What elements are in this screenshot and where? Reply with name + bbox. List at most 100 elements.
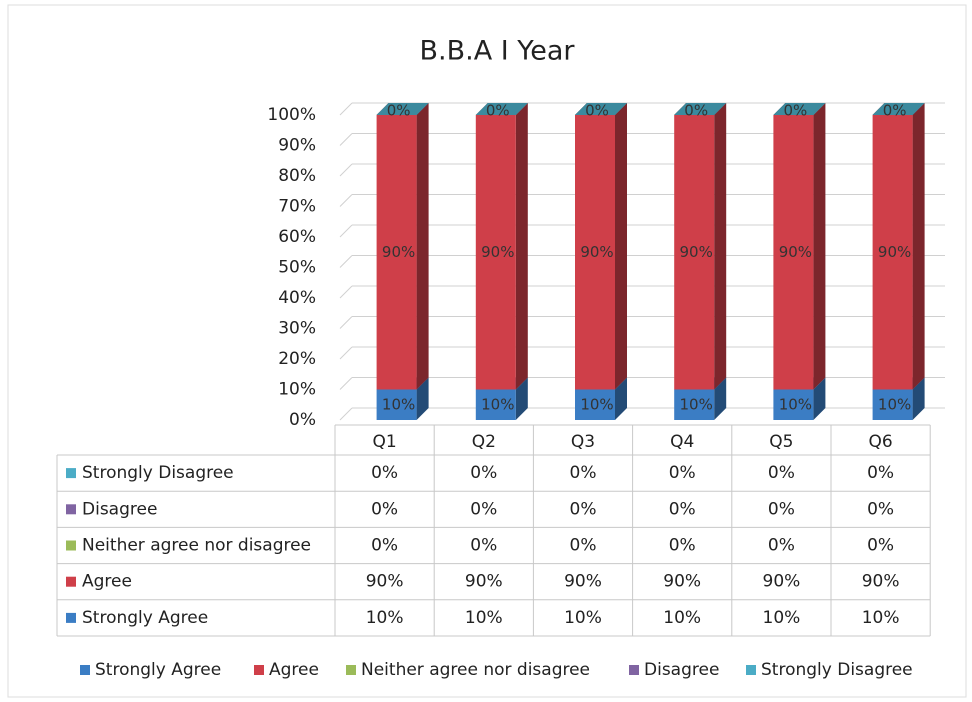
table-cell: 0% [470, 463, 497, 483]
grid-line [339, 224, 353, 238]
grid-line [339, 346, 353, 360]
table-cell: 90% [663, 572, 701, 592]
y-tick-label: 20% [278, 349, 316, 369]
table-cell: 10% [862, 608, 900, 628]
y-tick-label: 80% [278, 166, 316, 186]
data-label: 90% [680, 243, 713, 261]
y-tick-label: 30% [278, 319, 316, 339]
bar-segment [376, 389, 417, 420]
bar-segment [376, 115, 417, 390]
bar-side [515, 103, 528, 390]
table-cell: 0% [669, 499, 696, 519]
data-label: 90% [580, 243, 613, 261]
table-cell: 0% [669, 463, 696, 483]
legend-swatch [746, 665, 756, 675]
data-label: 90% [382, 243, 415, 261]
data-label: 0% [387, 102, 411, 120]
x-tick-label: Q3 [571, 432, 595, 452]
y-tick-label: 40% [278, 288, 316, 308]
data-label: 0% [883, 102, 907, 120]
grid-line [339, 407, 353, 421]
table-cell: 0% [570, 499, 597, 519]
data-label: 10% [878, 395, 911, 413]
table-cell: 10% [564, 608, 602, 628]
y-tick-label: 50% [278, 258, 316, 278]
data-label: 0% [585, 102, 609, 120]
bar-segment [773, 389, 814, 420]
grid-line [339, 102, 353, 116]
table-row-label: Disagree [82, 499, 157, 519]
data-label: 10% [779, 395, 812, 413]
table-cell: 0% [768, 463, 795, 483]
grid-line [339, 163, 353, 177]
table-swatch [66, 468, 76, 479]
y-tick-label: 100% [267, 105, 316, 125]
table-cell: 10% [663, 608, 701, 628]
data-label: 90% [878, 243, 911, 261]
bar-side [912, 103, 925, 390]
data-label: 10% [580, 395, 613, 413]
bar-top [872, 103, 925, 115]
bar-segment [674, 389, 715, 420]
table-cell: 90% [564, 572, 602, 592]
table-cell: 0% [371, 499, 398, 519]
bar-side [416, 103, 429, 390]
table-cell: 10% [366, 608, 404, 628]
table-row-label: Agree [82, 572, 132, 592]
legend-label: Neither agree nor disagree [361, 660, 590, 680]
bar-side [615, 377, 627, 420]
y-tick-label: 60% [278, 227, 316, 247]
bar-segment [872, 389, 913, 420]
legend-swatch [80, 665, 90, 675]
data-label: 10% [382, 395, 415, 413]
data-label: 10% [481, 395, 514, 413]
bar-side [813, 377, 826, 420]
grid-line [339, 194, 353, 207]
chart-title: B.B.A I Year [420, 36, 576, 67]
bar-top [376, 103, 429, 115]
y-tick-label: 70% [278, 197, 316, 217]
table-cell: 0% [570, 536, 597, 556]
bar-side [912, 377, 925, 420]
x-tick-label: Q1 [372, 432, 396, 452]
bar-segment [475, 389, 516, 420]
x-tick-label: Q4 [670, 432, 694, 452]
bar-segment [575, 115, 615, 390]
table-swatch [66, 540, 76, 551]
data-label: 90% [481, 243, 514, 261]
table-cell: 90% [763, 572, 801, 592]
table-cell: 0% [371, 463, 398, 483]
table-swatch [66, 504, 76, 515]
table-row-label: Neither agree nor disagree [82, 536, 311, 556]
table-cell: 90% [465, 572, 503, 592]
bar-segment [575, 389, 615, 420]
data-label: 0% [486, 102, 510, 120]
grid-line [339, 316, 353, 329]
data-label: 10% [680, 395, 713, 413]
bar-side [813, 103, 826, 390]
data-label: 90% [779, 243, 812, 261]
bar-segment [872, 115, 913, 390]
bar-top [674, 103, 727, 115]
bar-top [475, 103, 528, 115]
table-cell: 0% [867, 536, 894, 556]
table-cell: 0% [768, 499, 795, 519]
x-tick-label: Q2 [472, 432, 496, 452]
legend-label: Disagree [644, 660, 719, 680]
table-cell: 0% [669, 536, 696, 556]
y-tick-label: 90% [278, 136, 316, 156]
legend-swatch [254, 665, 264, 675]
legend-label: Agree [269, 660, 319, 680]
table-cell: 0% [867, 463, 894, 483]
x-tick-label: Q5 [769, 432, 793, 452]
table-cell: 0% [768, 536, 795, 556]
table-cell: 10% [763, 608, 801, 628]
legend-swatch [629, 665, 639, 675]
table-cell: 0% [867, 499, 894, 519]
y-tick-label: 0% [289, 410, 316, 430]
grid-line [339, 255, 353, 268]
bar-segment [773, 115, 814, 390]
table-swatch [66, 576, 76, 587]
legend-label: Strongly Disagree [761, 660, 913, 680]
y-tick-label: 10% [278, 380, 316, 400]
